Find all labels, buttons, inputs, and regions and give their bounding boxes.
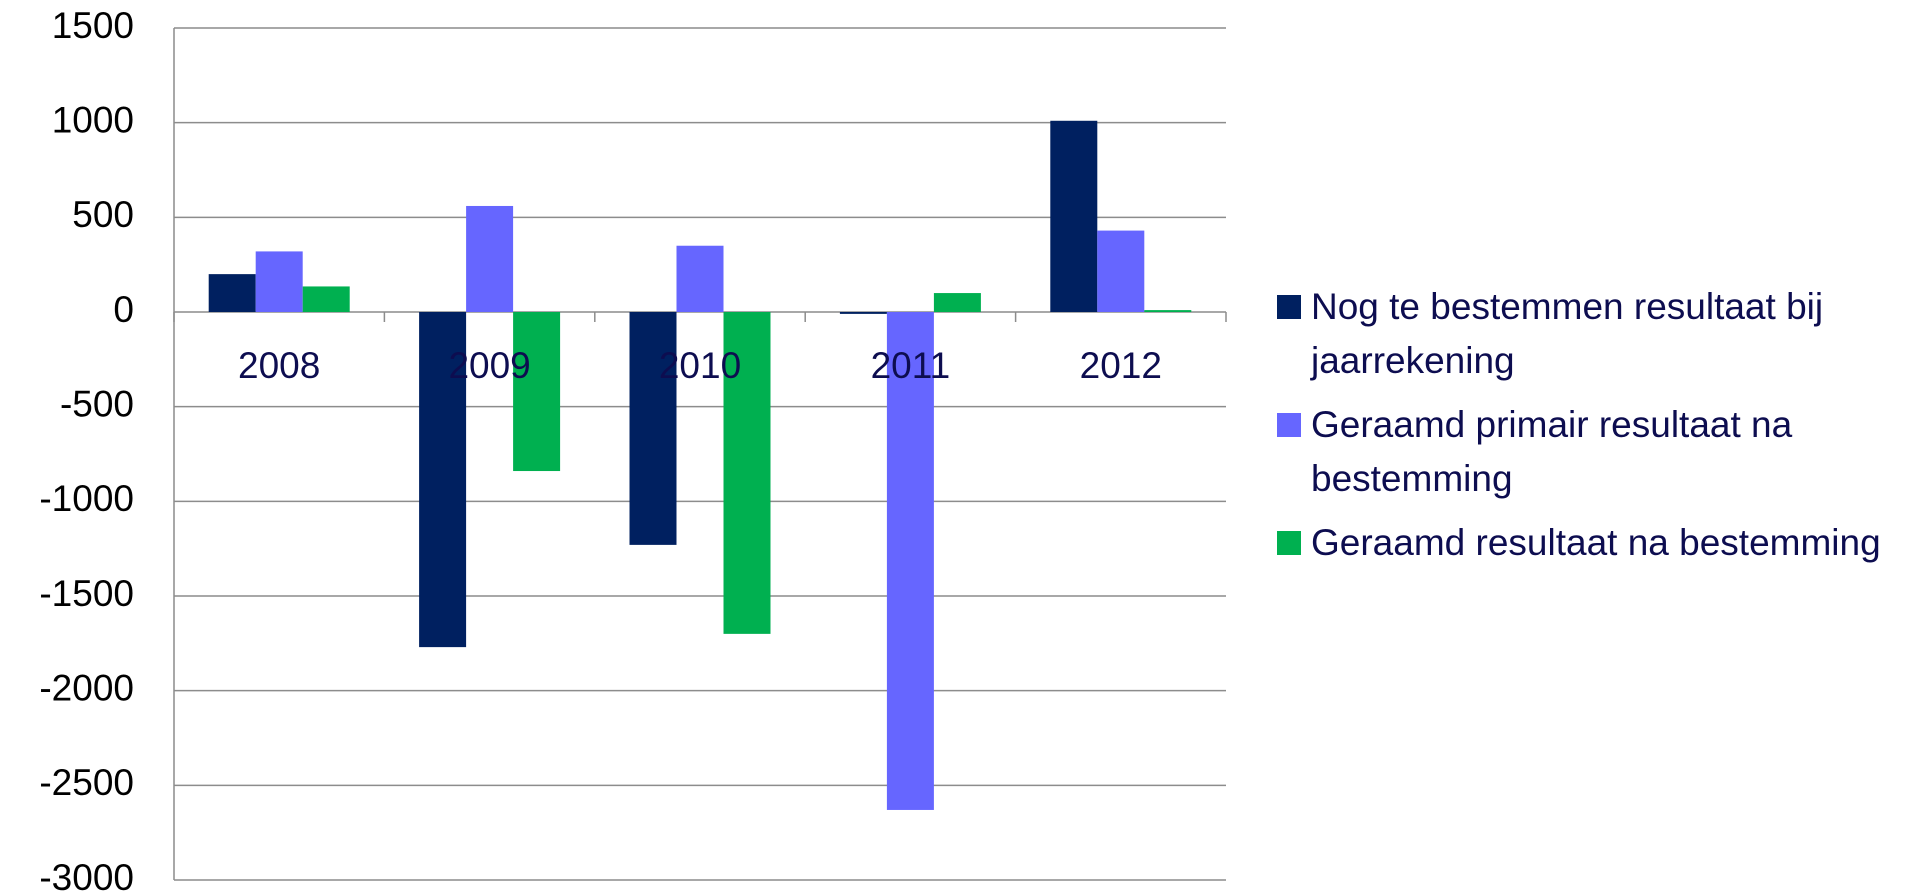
bar [466, 205, 514, 312]
y-tick-label: -500 [60, 383, 134, 424]
bar [839, 312, 887, 314]
y-tick-label: 0 [113, 289, 134, 330]
legend-label: Nog te bestemmen resultaat bij jaarreken… [1311, 286, 1824, 381]
legend-swatch [1277, 531, 1301, 555]
bar [933, 293, 981, 312]
x-tick-label: 2009 [448, 345, 530, 386]
x-tick-label: 2010 [659, 345, 741, 386]
x-tick-label: 2008 [238, 345, 320, 386]
x-tick-label: 2011 [871, 345, 951, 386]
bar [419, 312, 467, 648]
legend-entry: Nog te bestemmen resultaat bij jaarreken… [1277, 280, 1907, 388]
bar [629, 312, 677, 545]
bar [676, 245, 724, 312]
legend: Nog te bestemmen resultaat bij jaarreken… [1277, 280, 1907, 580]
y-tick-label: -1500 [39, 573, 134, 614]
legend-swatch [1277, 413, 1301, 437]
y-tick-label: 500 [72, 194, 134, 235]
bar [255, 251, 303, 312]
bar [886, 312, 934, 810]
legend-entry: Geraamd resultaat na bestemming [1277, 516, 1907, 570]
y-tick-label: -3000 [39, 857, 134, 895]
y-tick-label: 1000 [52, 99, 134, 140]
legend-entry: Geraamd primair resultaat na bestemming [1277, 398, 1907, 506]
bar [513, 312, 561, 472]
legend-swatch [1277, 295, 1301, 319]
legend-label: Geraamd resultaat na bestemming [1311, 522, 1881, 563]
bar [1144, 310, 1192, 312]
y-tick-label: -1000 [39, 478, 134, 519]
y-tick-label: -2500 [39, 762, 134, 803]
x-tick-label: 2012 [1080, 345, 1162, 386]
bar [208, 274, 256, 312]
bar [723, 312, 771, 634]
bar [1097, 230, 1145, 312]
y-tick-label: 1500 [52, 5, 134, 46]
legend-label: Geraamd primair resultaat na bestemming [1311, 404, 1793, 499]
y-tick-label: -2000 [39, 667, 134, 708]
bar [302, 286, 350, 312]
bar [1050, 120, 1098, 312]
